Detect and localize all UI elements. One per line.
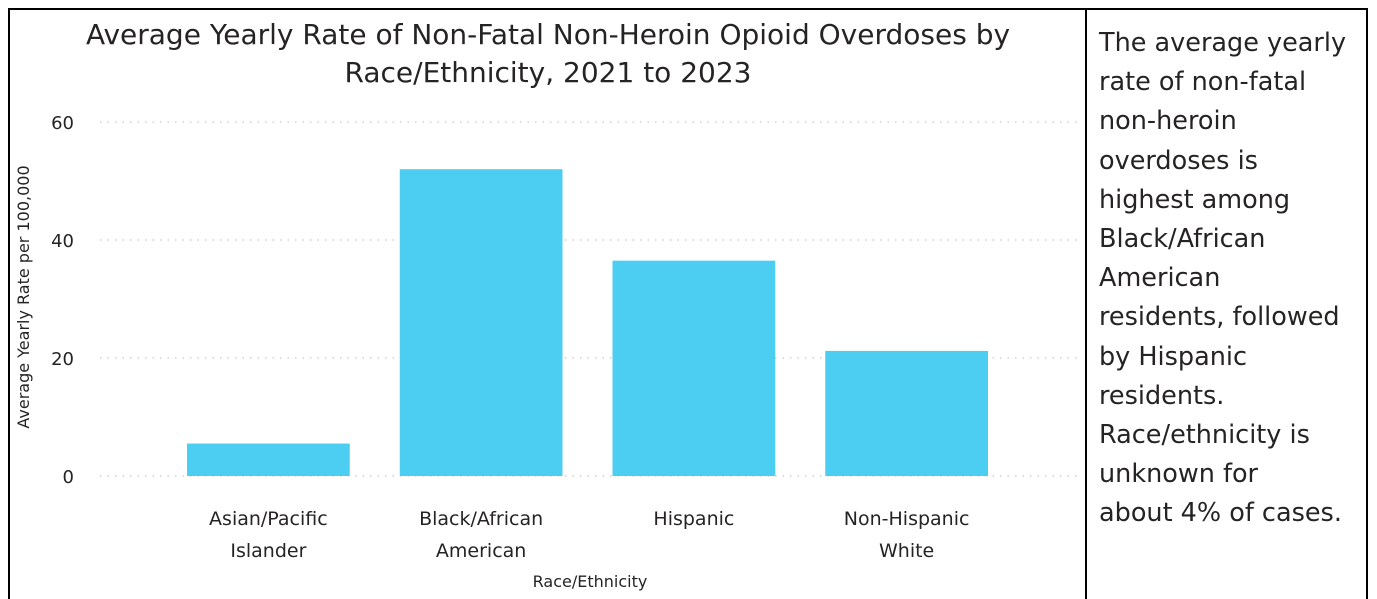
chart-title-line: Race/Ethnicity, 2021 to 2023 bbox=[345, 56, 752, 89]
x-axis-label: Race/Ethnicity bbox=[533, 572, 648, 591]
side-note-line: Black/African bbox=[1099, 224, 1266, 255]
side-note-line: residents, followed bbox=[1099, 302, 1340, 333]
x-tick-label: Asian/Pacific bbox=[209, 508, 328, 530]
y-tick-label: 0 bbox=[63, 467, 74, 488]
bar-chart: Average Yearly Rate of Non-Fatal Non-Her… bbox=[14, 18, 1080, 591]
x-tick-label: Hispanic bbox=[653, 508, 734, 530]
x-axis-ticks: Asian/Pacific Islander Black/African Americ… bbox=[209, 508, 969, 562]
side-note-line: overdoses is bbox=[1099, 145, 1258, 176]
side-note-line: rate of non-fatal bbox=[1099, 67, 1307, 98]
y-tick-label: 60 bbox=[51, 113, 74, 134]
x-tick-label: American bbox=[436, 540, 526, 562]
y-tick-label: 20 bbox=[51, 349, 74, 370]
side-note-line: unknown for bbox=[1099, 459, 1259, 490]
y-tick-label: 40 bbox=[51, 231, 74, 252]
side-note-text: The average yearly rate of non-fatal non-h… bbox=[1099, 24, 1361, 534]
side-note-line: highest among bbox=[1099, 184, 1291, 215]
side-note-line: American bbox=[1099, 263, 1221, 294]
side-note-line: residents. bbox=[1099, 380, 1225, 411]
bars bbox=[186, 169, 989, 476]
bar[interactable] bbox=[399, 169, 563, 476]
side-note-line: about 4% of cases. bbox=[1099, 498, 1342, 529]
side-note-line: by Hispanic bbox=[1099, 341, 1248, 372]
chart-title-line: Average Yearly Rate of Non-Fatal Non-Her… bbox=[86, 18, 1010, 51]
side-note-line: Race/ethnicity is bbox=[1099, 420, 1310, 451]
y-axis-ticks: 0 20 40 60 bbox=[51, 113, 74, 488]
chart-title: Average Yearly Rate of Non-Fatal Non-Her… bbox=[86, 18, 1010, 89]
x-tick-label: Non-Hispanic bbox=[844, 508, 970, 530]
bar[interactable] bbox=[186, 443, 350, 476]
side-note-line: The average yearly bbox=[1099, 28, 1347, 58]
bar[interactable] bbox=[612, 260, 776, 476]
x-tick-label: Islander bbox=[230, 540, 306, 562]
panel-divider bbox=[1085, 8, 1087, 599]
side-note-line: non-heroin bbox=[1099, 106, 1237, 137]
x-tick-label: Black/African bbox=[419, 508, 543, 530]
visual-frame bbox=[8, 8, 1368, 599]
y-axis-label: Average Yearly Rate per 100,000 bbox=[14, 165, 33, 428]
bar[interactable] bbox=[825, 350, 989, 476]
x-tick-label: White bbox=[879, 540, 934, 562]
